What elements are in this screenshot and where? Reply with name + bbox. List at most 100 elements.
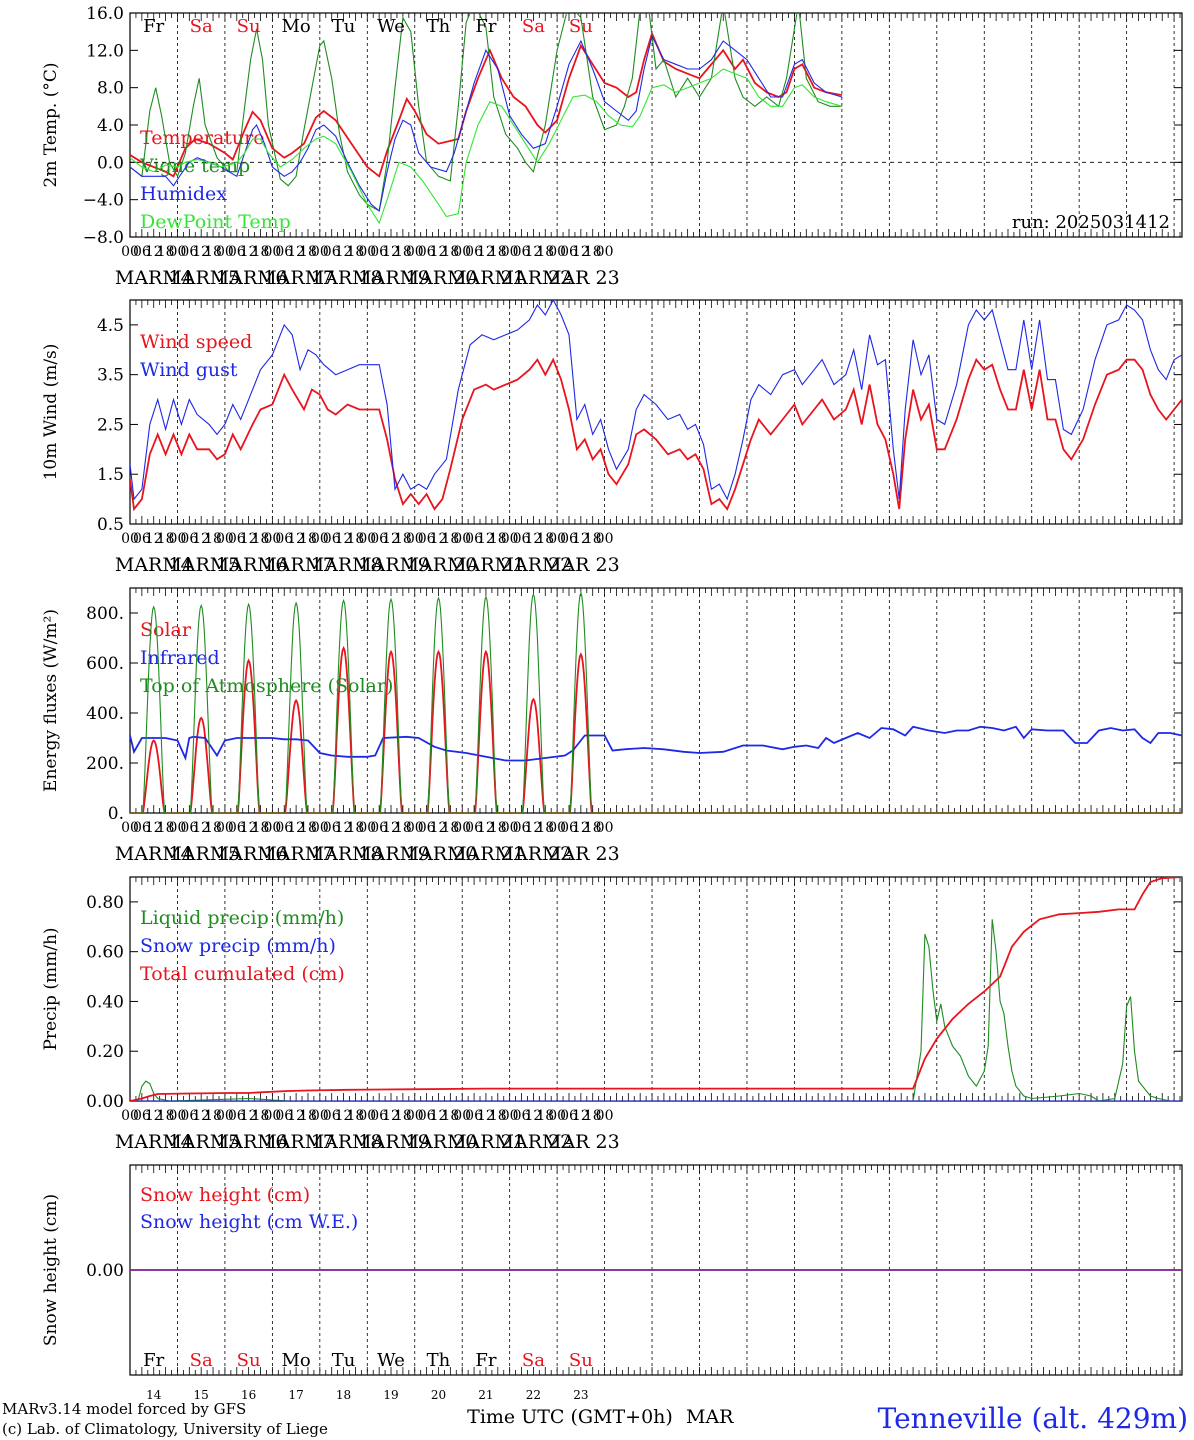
- date-label: MAR 14: [115, 1131, 193, 1153]
- date-label: MAR 23: [542, 843, 620, 865]
- series-line-3: [130, 68, 843, 225]
- weekday-label: Su: [237, 16, 261, 37]
- hour-label: 12: [430, 820, 448, 836]
- hour-label: 06: [370, 1108, 388, 1124]
- hour-label: 06: [323, 1108, 341, 1124]
- weekday-label: Th: [427, 1350, 451, 1371]
- hour-label: 12: [477, 244, 495, 260]
- weekday-label: Sa: [522, 16, 545, 37]
- y-tick-label: 200.: [86, 754, 124, 774]
- date-label: MAR 17: [257, 267, 335, 289]
- hour-label: 18: [584, 531, 602, 547]
- hour-label: 12: [240, 244, 258, 260]
- date-label: MAR 23: [542, 1131, 620, 1153]
- y-tick-label: 0.80: [86, 893, 124, 913]
- hour-label: 06: [133, 244, 151, 260]
- date-label: MAR 19: [352, 843, 430, 865]
- hour-label: 00: [216, 531, 234, 547]
- hour-label: 00: [596, 1108, 614, 1124]
- hour-label: 00: [169, 244, 187, 260]
- hour-label: 00: [548, 244, 566, 260]
- hour-label: 12: [335, 820, 353, 836]
- hour-label: 00: [501, 531, 519, 547]
- legend-entry: Snow precip (mm/h): [140, 935, 336, 957]
- hour-label: 06: [560, 820, 578, 836]
- date-label: MAR 18: [305, 843, 383, 865]
- hour-label: 06: [275, 1108, 293, 1124]
- hour-label: 18: [347, 244, 365, 260]
- hour-label: 00: [216, 244, 234, 260]
- x-axis-label: Time UTC (GMT+0h): [467, 1406, 673, 1428]
- date-label: MAR 21: [447, 554, 525, 576]
- hour-label: 00: [453, 1108, 471, 1124]
- hour-label: 06: [228, 244, 246, 260]
- hour-label: 12: [572, 820, 590, 836]
- date-label: MAR 16: [210, 554, 288, 576]
- hour-label: 18: [204, 820, 222, 836]
- date-label: MAR 22: [495, 554, 573, 576]
- hour-label: 00: [548, 531, 566, 547]
- hour-label: 18: [157, 820, 175, 836]
- weekday-label: Su: [569, 16, 593, 37]
- date-label: MAR 19: [352, 1131, 430, 1153]
- weekday-label: Th: [427, 16, 451, 37]
- hour-label: 06: [418, 1108, 436, 1124]
- y-tick-label: 400.: [86, 704, 124, 724]
- hour-label: 00: [406, 820, 424, 836]
- hour-label: 12: [477, 1108, 495, 1124]
- date-label: MAR 15: [162, 267, 240, 289]
- hour-label: 18: [441, 531, 459, 547]
- hour-label: 12: [192, 244, 210, 260]
- weekday-label: Su: [569, 1350, 593, 1371]
- hour-label: 06: [465, 531, 483, 547]
- hour-label: 12: [382, 244, 400, 260]
- y-tick-label: 0.0: [97, 153, 124, 173]
- legend-entry: Top of Atmosphere (Solar): [140, 675, 393, 697]
- hour-label: 12: [145, 244, 163, 260]
- hour-label: 12: [477, 531, 495, 547]
- hour-label: 18: [299, 1108, 317, 1124]
- weekday-label: Tu: [332, 16, 356, 37]
- panel-1: 16.0 12.0 8.0 4.0 0.0 −4.0 −8.0 2m Temp. (°C) Te…: [41, 4, 1183, 289]
- weekday-label: Fr: [143, 1350, 164, 1371]
- hour-label: 18: [394, 820, 412, 836]
- hour-label: 12: [240, 1108, 258, 1124]
- hour-label: 00: [596, 244, 614, 260]
- hour-label: 06: [323, 531, 341, 547]
- series-line-0: [130, 357, 1182, 512]
- date-label: MAR 23: [542, 554, 620, 576]
- hour-label: 12: [572, 531, 590, 547]
- hour-label: 18: [252, 531, 270, 547]
- panel-5: 0.00 Snow height (cm) Snow height (cm) Snow…: [41, 1164, 1183, 1402]
- y-tick-label: 8.0: [97, 79, 124, 99]
- hour-label: 12: [287, 531, 305, 547]
- hour-label: 06: [370, 244, 388, 260]
- hour-label: 18: [394, 1108, 412, 1124]
- y-tick-label: 4.0: [97, 116, 124, 136]
- y-tick-label: 1.5: [97, 465, 124, 485]
- hour-label: 06: [513, 531, 531, 547]
- date-label: MAR 16: [210, 1131, 288, 1153]
- hour-label: 18: [394, 531, 412, 547]
- hour-label: 18: [157, 531, 175, 547]
- hour-label: 18: [584, 244, 602, 260]
- hour-label: 00: [169, 531, 187, 547]
- hour-label: 00: [501, 1108, 519, 1124]
- hour-label: 18: [299, 820, 317, 836]
- y-axis-label: 10m Wind (m/s): [41, 344, 61, 481]
- date-label: MAR 21: [447, 267, 525, 289]
- hour-label: 12: [192, 820, 210, 836]
- legend-entry: Vigne temp: [139, 155, 250, 177]
- hour-label: 06: [275, 244, 293, 260]
- hour-label: 00: [406, 531, 424, 547]
- hour-label: 18: [299, 244, 317, 260]
- legend-entry: Wind speed: [140, 331, 252, 353]
- date-label: MAR 21: [447, 843, 525, 865]
- hour-label: 06: [560, 244, 578, 260]
- date-label: MAR 21: [447, 1131, 525, 1153]
- date-label: MAR 22: [495, 1131, 573, 1153]
- y-tick-label: 0.60: [86, 943, 124, 963]
- hour-label: 00: [406, 1108, 424, 1124]
- hour-label: 00: [453, 820, 471, 836]
